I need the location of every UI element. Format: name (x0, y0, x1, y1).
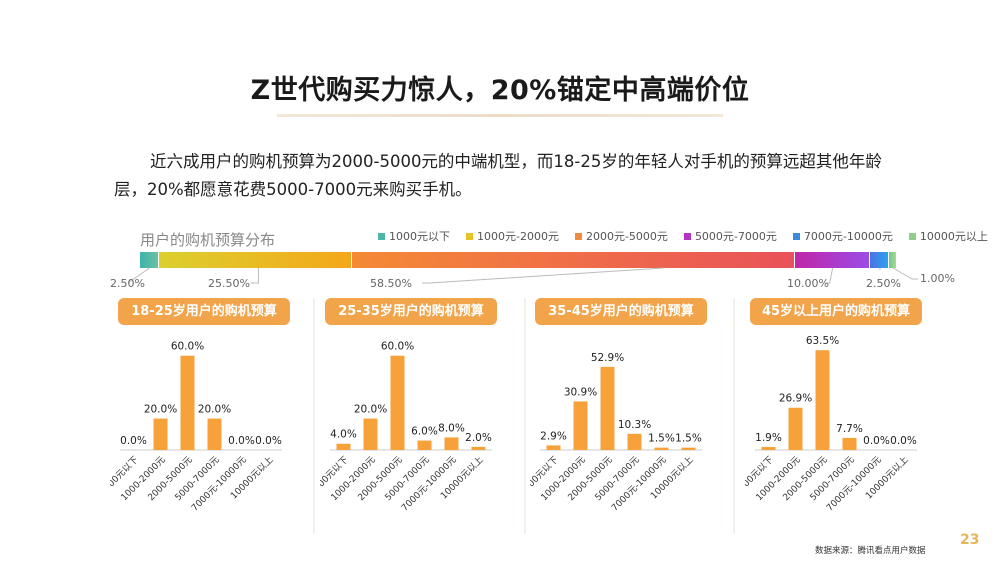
page-number: 23 (960, 532, 980, 548)
title-underline (277, 114, 723, 117)
legend-swatch (378, 232, 385, 240)
bar (546, 445, 561, 450)
panel-45-plus: 45岁以上用户的购机预算 1.9% 1000元以下 26.9% 1000-2000元 6… (745, 298, 950, 538)
legend-label: 2000元-5000元 (585, 230, 668, 243)
bar (471, 446, 486, 450)
summary-paragraph: 近六成用户的购机预算为2000-5000元的中端机型，而18-25岁的年轻人对手… (114, 152, 882, 199)
legend-item: 1000元-2000元 (466, 228, 559, 244)
legend-item: 7000元-10000元 (792, 228, 893, 244)
bar (600, 366, 615, 450)
panel-header: 18-25岁用户的购机预算 (118, 298, 290, 325)
legend-label: 1000元-2000元 (477, 230, 559, 243)
panel-header: 45岁以上用户的购机预算 (750, 298, 922, 325)
bar-value-label: 0.0% (890, 435, 917, 447)
bar (761, 447, 776, 450)
bar-value-label: 6.0% (411, 426, 438, 438)
legend-item: 1000元以下 (378, 228, 450, 244)
distribution-value-label: 2.50% (110, 277, 145, 290)
panel-separator (524, 298, 526, 534)
legend-swatch (908, 232, 916, 240)
bar-value-label: 26.9% (779, 393, 812, 405)
bar-value-label: 63.5% (806, 335, 839, 347)
bar (207, 418, 222, 450)
bar-value-label: 2.9% (540, 430, 567, 442)
leader-line (422, 267, 664, 284)
distribution-value-label: 1.00% (920, 272, 955, 285)
bar-value-label: 7.7% (836, 423, 863, 435)
data-source: 数据来源：腾讯看点用户数据 (815, 546, 926, 556)
bar (417, 440, 432, 450)
bar-value-label: 2.0% (465, 432, 492, 444)
distribution-chart-title: 用户的购机预算分布 (140, 231, 276, 249)
bar-value-label: 1.9% (755, 432, 782, 444)
bar-value-label: 8.0% (438, 422, 465, 434)
bar (153, 418, 168, 450)
legend-label: 7000元-10000元 (803, 230, 893, 243)
bar-value-label: 0.0% (120, 435, 147, 447)
bar-value-label: 60.0% (171, 341, 204, 353)
distribution-stacked-bar (140, 252, 897, 268)
distribution-segment (158, 252, 352, 268)
distribution-segment (889, 252, 897, 268)
bar-chart-45-plus: 1.9%1000元以下26.9%1000-2000元63.5%2000-5000… (745, 335, 917, 514)
bar-chart-35-45: 2.9%1000元以下30.9%1000-2000元52.9%2000-5000… (530, 352, 702, 514)
panel-18-25: 18-25岁用户的购机预算 0.0% 1000元以下 20.0% 1000-2000元… (110, 298, 315, 538)
bar (681, 447, 696, 450)
bar-chart-18-25: 0.0%1000元以下20.0%1000-2000元60.0%2000-5000… (110, 341, 282, 514)
bar (842, 437, 857, 450)
legend-item: 10000元以上 (908, 228, 988, 244)
bar-value-label: 0.0% (863, 435, 890, 447)
panel-35-45: 35-45岁用户的购机预算 2.9% 1000元以下 30.9% 1000-2000元… (530, 298, 735, 538)
bar-value-label: 52.9% (591, 352, 624, 364)
panel-separator (733, 298, 735, 534)
bar (788, 407, 803, 450)
legend-label: 1000元以下 (389, 230, 450, 243)
bar-value-label: 1.5% (648, 433, 675, 445)
bar-value-label: 60.0% (381, 341, 414, 353)
distribution-legend: 1000元以下 1000元-2000元 2000元-5000元 5000元-7000元… (378, 228, 1000, 244)
bar-chart-25-35: 4.0%1000元以下20.0%1000-2000元60.0%2000-5000… (320, 341, 492, 514)
bar-value-label: 20.0% (144, 404, 177, 416)
distribution-value-label: 25.50% (208, 277, 250, 290)
legend-label: 5000元-7000元 (694, 230, 777, 243)
bar (180, 355, 195, 450)
bar-value-label: 0.0% (228, 435, 255, 447)
legend-label: 10000元以上 (919, 230, 988, 243)
panel-header: 35-45岁用户的购机预算 (535, 298, 707, 325)
bar (444, 437, 459, 450)
distribution-value-label: 10.00% (787, 277, 829, 290)
bar (627, 433, 642, 450)
distribution-segment (794, 252, 871, 268)
panel-separator (313, 298, 315, 534)
bar (390, 355, 405, 450)
bar-value-label: 4.0% (330, 429, 357, 441)
distribution-value-label: 58.50% (370, 277, 412, 290)
page-title: Z世代购买力惊人，20%锚定中高端价位 (250, 75, 750, 106)
legend-item: 5000元-7000元 (683, 228, 777, 244)
bar (336, 443, 351, 450)
bar (363, 418, 378, 450)
bar (573, 401, 588, 450)
bar-value-label: 10.3% (618, 419, 651, 431)
legend-swatch (683, 232, 691, 240)
distribution-segment (140, 252, 159, 268)
bar-value-label: 20.0% (198, 404, 231, 416)
panel-header: 25-35岁用户的购机预算 (325, 298, 497, 325)
leader-line (250, 268, 259, 284)
legend-swatch (574, 232, 582, 240)
legend-swatch (792, 232, 800, 240)
distribution-segment (870, 252, 890, 268)
bar (654, 447, 669, 450)
bar-value-label: 20.0% (354, 404, 387, 416)
panel-25-35: 25-35岁用户的购机预算 4.0% 1000元以下 20.0% 1000-2000元… (320, 298, 525, 538)
legend-item: 2000元-5000元 (574, 228, 668, 244)
legend-swatch (466, 232, 473, 240)
distribution-value-label: 2.50% (866, 277, 901, 290)
bar (815, 350, 830, 450)
bar-value-label: 30.9% (564, 386, 597, 398)
bar-value-label: 1.5% (675, 433, 702, 445)
distribution-segment (351, 252, 795, 268)
bar-value-label: 0.0% (255, 435, 282, 447)
